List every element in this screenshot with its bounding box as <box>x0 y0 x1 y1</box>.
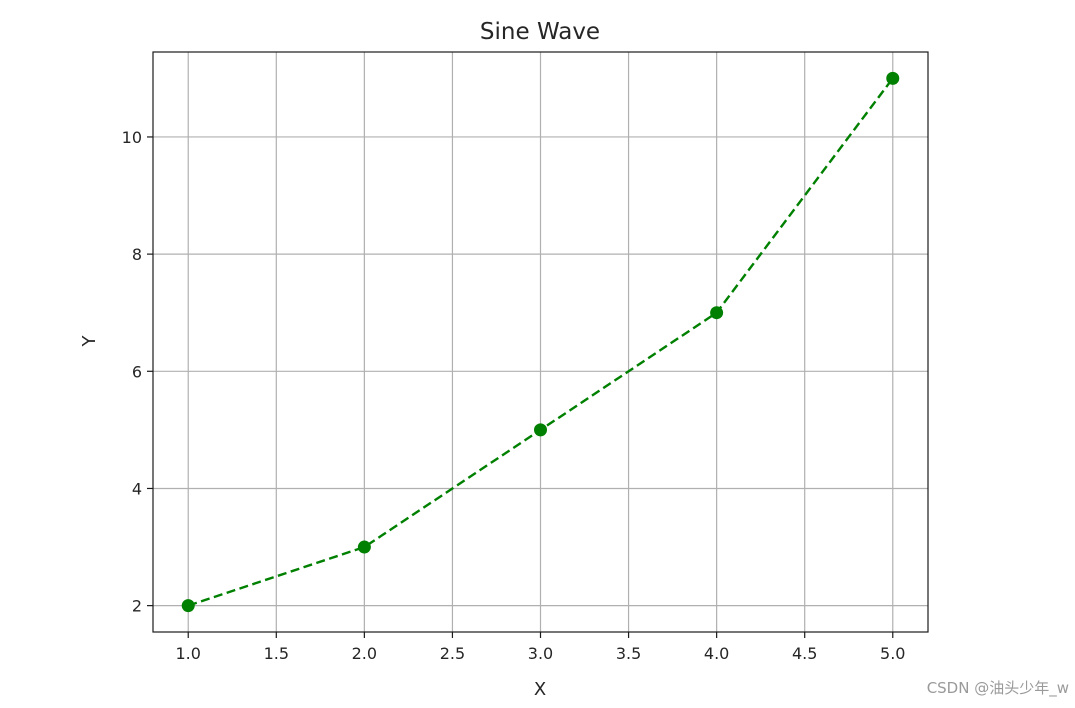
x-tick-label: 1.0 <box>176 644 201 663</box>
x-tick-label: 4.5 <box>792 644 817 663</box>
series-layer <box>181 71 900 613</box>
y-axis-label: Y <box>79 335 100 348</box>
x-axis: 1.0 1.5 2.0 2.5 3.0 3.5 4.0 4.5 5.0 <box>176 632 905 663</box>
x-tick-label: 3.0 <box>528 644 553 663</box>
grid <box>153 52 928 632</box>
data-point <box>181 599 195 613</box>
y-tick-label: 8 <box>132 245 142 264</box>
watermark-text: CSDN @油头少年_w <box>926 679 1069 697</box>
data-point <box>357 540 371 554</box>
data-point <box>534 423 547 437</box>
y-tick-label: 4 <box>132 479 142 498</box>
y-tick-label: 10 <box>122 128 142 147</box>
y-axis: 2 4 6 8 10 <box>122 128 153 616</box>
data-point <box>710 306 724 320</box>
x-tick-label: 2.0 <box>352 644 377 663</box>
y-tick-label: 2 <box>132 597 142 616</box>
x-tick-label: 5.0 <box>880 644 905 663</box>
chart-title: Sine Wave <box>480 19 600 45</box>
y-tick-label: 6 <box>132 362 142 381</box>
x-tick-label: 4.0 <box>704 644 729 663</box>
x-tick-label: 2.5 <box>440 644 465 663</box>
x-axis-label: X <box>534 679 546 700</box>
data-point <box>886 71 900 85</box>
x-tick-label: 1.5 <box>264 644 289 663</box>
x-tick-label: 3.5 <box>616 644 641 663</box>
